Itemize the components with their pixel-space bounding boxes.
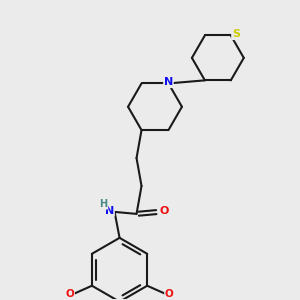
Text: N: N — [164, 77, 173, 87]
Text: S: S — [232, 29, 240, 39]
Text: N: N — [105, 206, 114, 216]
Text: O: O — [66, 289, 74, 299]
Text: O: O — [160, 206, 169, 216]
Text: O: O — [165, 289, 173, 299]
Text: H: H — [100, 199, 108, 209]
